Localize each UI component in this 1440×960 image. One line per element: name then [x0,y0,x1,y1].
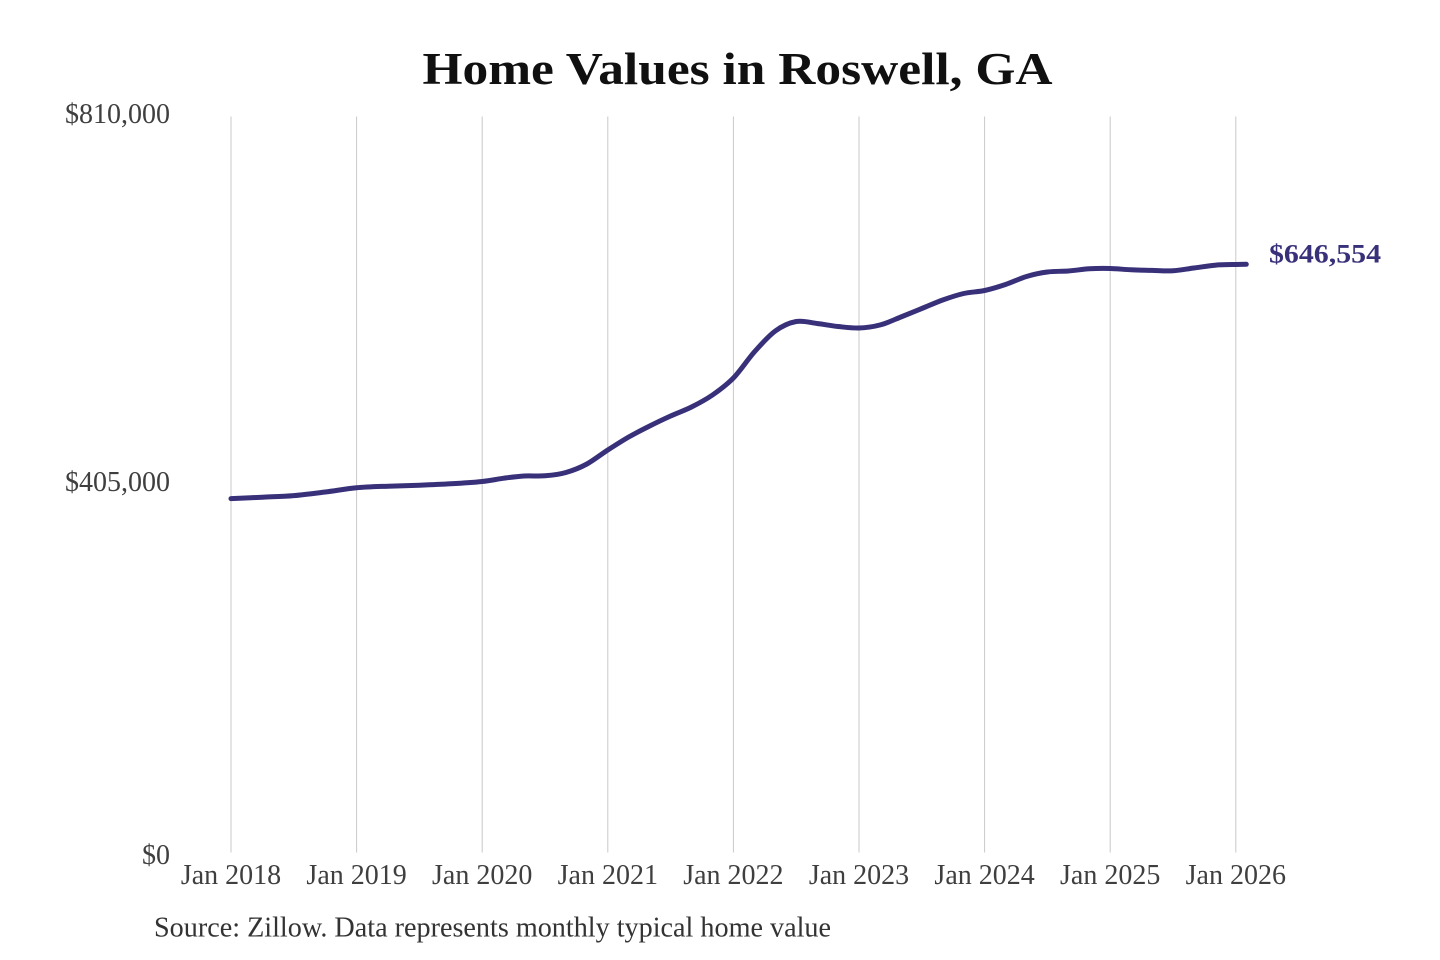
svg-text:Jan 2023: Jan 2023 [809,860,909,891]
svg-text:$646,554: $646,554 [1269,240,1381,269]
svg-text:$0: $0 [142,840,170,871]
svg-text:Jan 2019: Jan 2019 [306,860,406,891]
svg-text:Jan 2026: Jan 2026 [1186,860,1286,891]
svg-text:Jan 2022: Jan 2022 [683,860,783,891]
svg-text:Jan 2025: Jan 2025 [1060,860,1160,891]
svg-text:Jan 2018: Jan 2018 [181,860,281,891]
svg-text:$810,000: $810,000 [65,99,170,130]
svg-text:Jan 2021: Jan 2021 [558,860,658,891]
svg-text:$405,000: $405,000 [65,467,170,498]
svg-text:Home Values in Roswell, GA: Home Values in Roswell, GA [423,44,1054,94]
svg-text:Jan 2020: Jan 2020 [432,860,532,891]
svg-text:Jan 2024: Jan 2024 [934,860,1034,891]
svg-text:Source: Zillow. Data represent: Source: Zillow. Data represents monthly … [154,913,831,944]
